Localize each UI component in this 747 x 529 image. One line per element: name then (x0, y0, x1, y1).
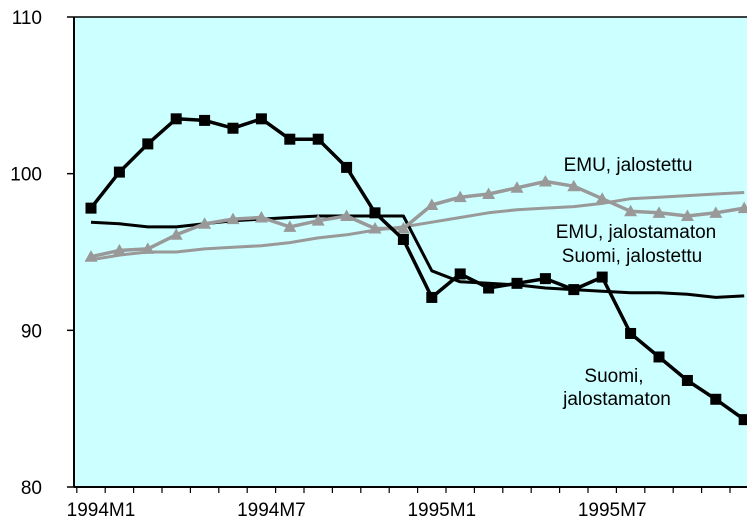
data-point-square (142, 138, 153, 149)
data-point-square (483, 283, 494, 294)
data-point-square (682, 375, 693, 386)
data-point-square (512, 278, 523, 289)
data-point-square (739, 414, 747, 425)
y-tick-label: 110 (12, 8, 42, 29)
y-tick-label: 100 (10, 165, 42, 186)
data-point-square (568, 284, 579, 295)
data-point-square (710, 394, 721, 405)
series-annotation: Suomi, jalostettu (562, 246, 702, 267)
data-point-square (114, 167, 125, 178)
data-point-square (398, 234, 409, 245)
data-point-square (256, 113, 267, 124)
data-point-square (228, 123, 239, 134)
data-point-square (171, 113, 182, 124)
data-point-square (199, 115, 210, 126)
x-axis: 1994M1 1994M7 1995M1 1995M7 (67, 487, 747, 521)
y-tick-label: 80 (21, 478, 42, 499)
y-axis: 80 90 100 110 (10, 8, 74, 499)
data-point-square (341, 162, 352, 173)
series-annotation: jalostamaton (562, 389, 671, 410)
data-point-square (370, 207, 381, 218)
y-tick-label: 90 (21, 321, 42, 342)
series-annotation: EMU, jalostettu (564, 155, 693, 176)
data-point-square (284, 134, 295, 145)
data-point-square (313, 134, 324, 145)
x-tick-label: 1995M1 (407, 500, 476, 521)
x-tick-label: 1994M1 (67, 500, 136, 521)
data-point-square (86, 203, 97, 214)
data-point-square (455, 268, 466, 279)
x-tick-label: 1995M7 (578, 500, 647, 521)
series-annotation: Suomi, (584, 366, 643, 387)
data-point-square (654, 351, 665, 362)
data-point-square (426, 292, 437, 303)
data-point-square (540, 273, 551, 284)
x-tick-label: 1994M7 (237, 500, 306, 521)
series-annotation: EMU, jalostamaton (556, 222, 717, 243)
data-point-square (625, 328, 636, 339)
data-point-square (597, 272, 608, 283)
